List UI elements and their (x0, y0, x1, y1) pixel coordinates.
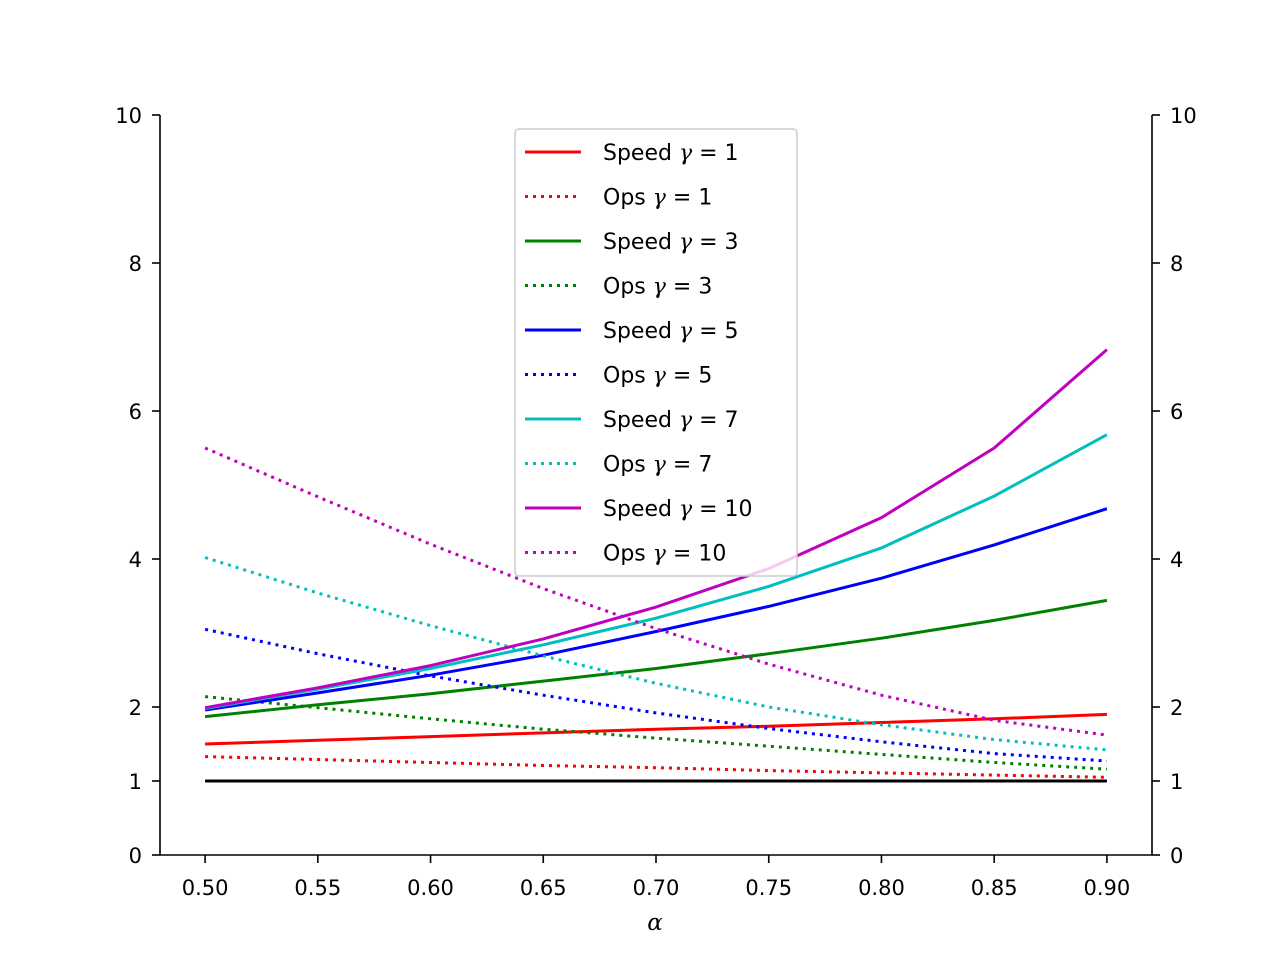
y-tick-label-right: 4 (1170, 548, 1183, 572)
series-line-ops-gamma-3 (204, 695, 1107, 771)
x-tick-label: 0.90 (1084, 876, 1131, 900)
series-line-speed-gamma-3 (204, 598, 1108, 719)
series-line-speed-gamma-10 (204, 348, 1108, 710)
y-tick-label-left: 1 (129, 770, 142, 794)
axes: 0.50 0.55 0.60 0.65 0.70 0.75 0.80 0.85 0.90 0 0 1 1… (115, 104, 1196, 900)
legend-label: Speed γ = 7 (603, 408, 739, 433)
y-tick-label-right: 10 (1170, 104, 1197, 128)
x-tick-label: 0.80 (858, 876, 905, 900)
y-tick-label-right: 8 (1170, 252, 1183, 276)
x-tick-label: 0.60 (407, 876, 454, 900)
y-tick-label-left: 4 (129, 548, 142, 572)
x-tick-label: 0.75 (745, 876, 792, 900)
plot-area (204, 348, 1108, 783)
y-tick-label-right: 2 (1170, 696, 1183, 720)
y-tick-label-left: 0 (129, 844, 142, 868)
x-tick-label: 0.50 (182, 876, 229, 900)
legend-label: Speed γ = 1 (603, 141, 739, 166)
y-tick-label-left: 6 (129, 400, 142, 424)
y-tick-label-right: 0 (1170, 844, 1183, 868)
x-tick-label: 0.65 (520, 876, 567, 900)
legend-label: Speed γ = 5 (603, 319, 739, 344)
y-tick-label-right: 1 (1170, 770, 1183, 794)
y-tick-label-left: 10 (115, 104, 142, 128)
legend-label: Ops γ = 3 (603, 275, 712, 300)
series-line-speed-gamma-1 (205, 712, 1107, 746)
legend: Speed γ = 1 Ops γ = 1 Speed γ = 3 Ops γ = 3… (514, 128, 798, 577)
series-line-speed-gamma-5 (204, 507, 1108, 712)
y-tick-label-left: 2 (129, 696, 142, 720)
x-tick-label: 0.85 (971, 876, 1018, 900)
y-tick-label-right: 6 (1170, 400, 1183, 424)
series-line-speed-gamma-7 (204, 433, 1108, 710)
y-tick-label-left: 8 (129, 252, 142, 276)
x-tick-label: 0.70 (633, 876, 680, 900)
legend-label: Ops γ = 7 (603, 453, 712, 478)
legend-label: Speed γ = 10 (603, 497, 753, 522)
series-line-ops-gamma-5 (204, 627, 1107, 763)
legend-label: Speed γ = 3 (603, 230, 739, 255)
legend-label: Ops γ = 1 (603, 186, 712, 211)
x-tick-label: 0.55 (294, 876, 341, 900)
legend-label: Ops γ = 10 (603, 542, 726, 567)
legend-box (514, 128, 798, 577)
legend-label: Ops γ = 5 (603, 364, 712, 389)
x-axis-label: α (647, 910, 663, 936)
